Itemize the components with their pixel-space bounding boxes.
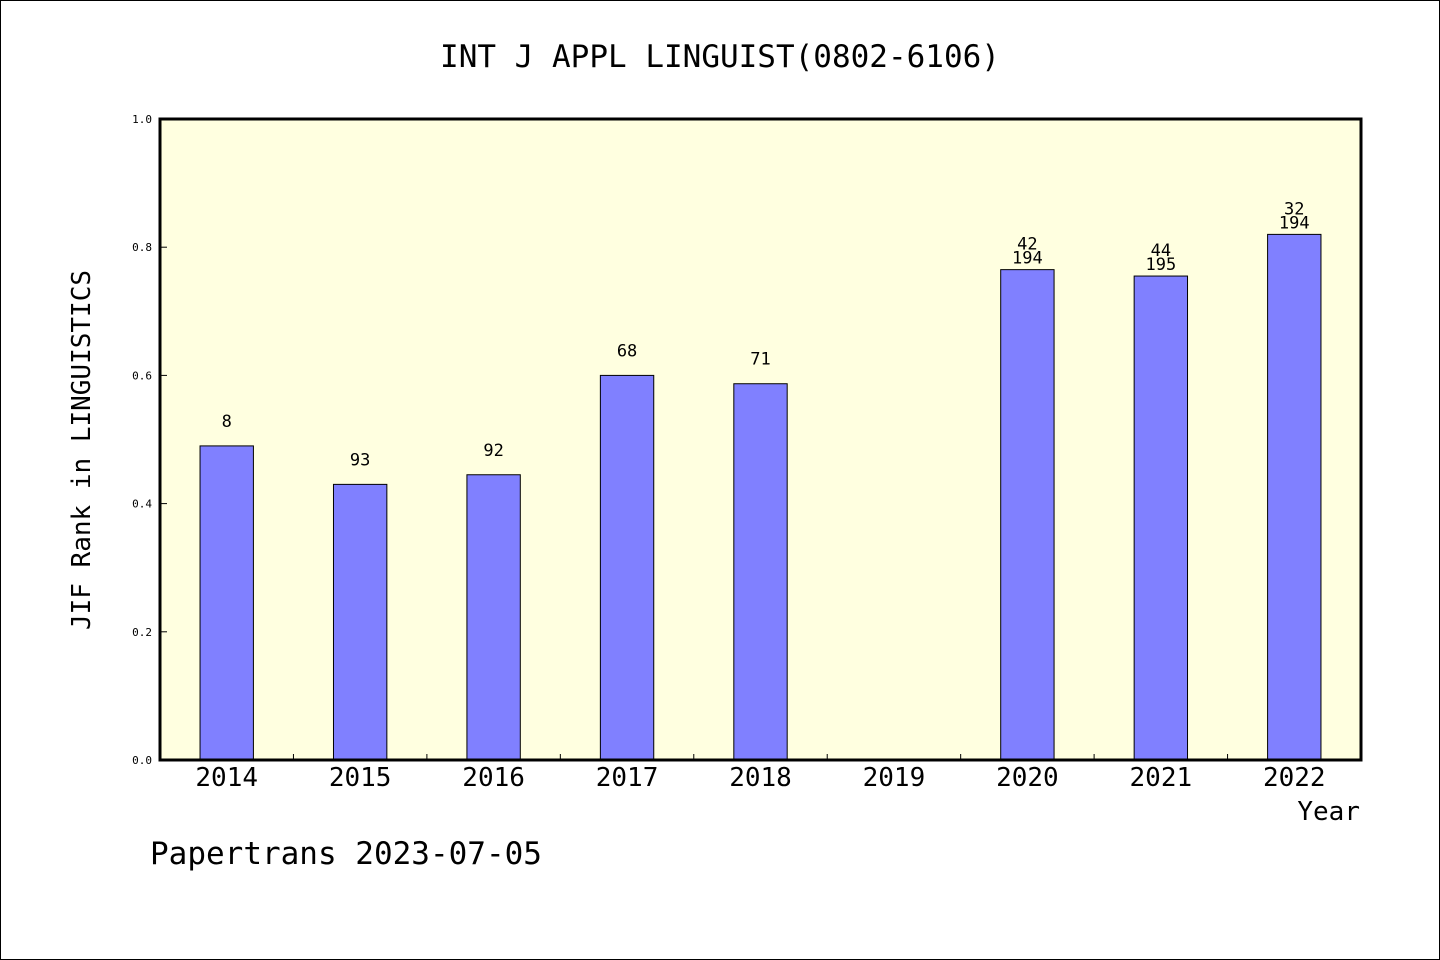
bar-label: 92	[483, 441, 503, 461]
bar-label-total: 194	[1279, 213, 1310, 233]
bar-label: 68	[617, 341, 637, 361]
bar-label-rank: 44	[1151, 241, 1171, 261]
bar-label-rank: 32	[1284, 199, 1304, 219]
bar	[1000, 269, 1055, 761]
y-axis-ticks: 0.0 0.2 0.4 0.6 0.8 1.0	[132, 113, 167, 767]
bar	[733, 383, 788, 761]
x-tick-label: 2018	[729, 763, 792, 793]
bar	[599, 374, 655, 761]
bar-label-total: 195	[1145, 255, 1176, 275]
chart-title: INT J APPL LINGUIST(0802-6106)	[440, 39, 1000, 75]
y-axis-label: JIF Rank in LINGUISTICS	[67, 270, 97, 630]
bar-label: 93	[350, 450, 370, 470]
bar	[199, 445, 254, 761]
x-axis-ticks: 2014 2015 2016 2017 2018 2019 2020 2021 2022	[195, 754, 1326, 793]
x-axis-label: Year	[1297, 797, 1360, 827]
x-tick-label: 2022	[1263, 763, 1326, 793]
bars	[199, 233, 1322, 761]
y-tick-label: 0.8	[132, 241, 152, 254]
bar	[1267, 233, 1322, 761]
x-tick-label: 2019	[863, 763, 926, 793]
plot-frame	[158, 117, 1363, 762]
bar	[1133, 275, 1189, 761]
y-tick-label: 0.6	[132, 369, 152, 382]
bar-label-total: 194	[1012, 249, 1043, 269]
bar	[466, 474, 521, 761]
bar-label: 8	[222, 412, 232, 432]
x-tick-label: 2017	[596, 763, 659, 793]
bar-label: 71	[750, 350, 770, 370]
y-tick-label: 1.0	[132, 113, 152, 126]
x-tick-label: 2021	[1130, 763, 1193, 793]
y-tick-label: 0.2	[132, 626, 152, 639]
bar-label-rank: 42	[1017, 235, 1037, 255]
x-tick-label: 2014	[195, 763, 258, 793]
x-tick-label: 2020	[996, 763, 1059, 793]
y-tick-label: 0.0	[132, 754, 152, 767]
bar	[332, 483, 388, 761]
x-tick-label: 2016	[462, 763, 525, 793]
footer-credit: Papertrans 2023-07-05	[150, 836, 542, 872]
x-tick-label: 2015	[329, 763, 392, 793]
y-tick-label: 0.4	[132, 498, 152, 511]
